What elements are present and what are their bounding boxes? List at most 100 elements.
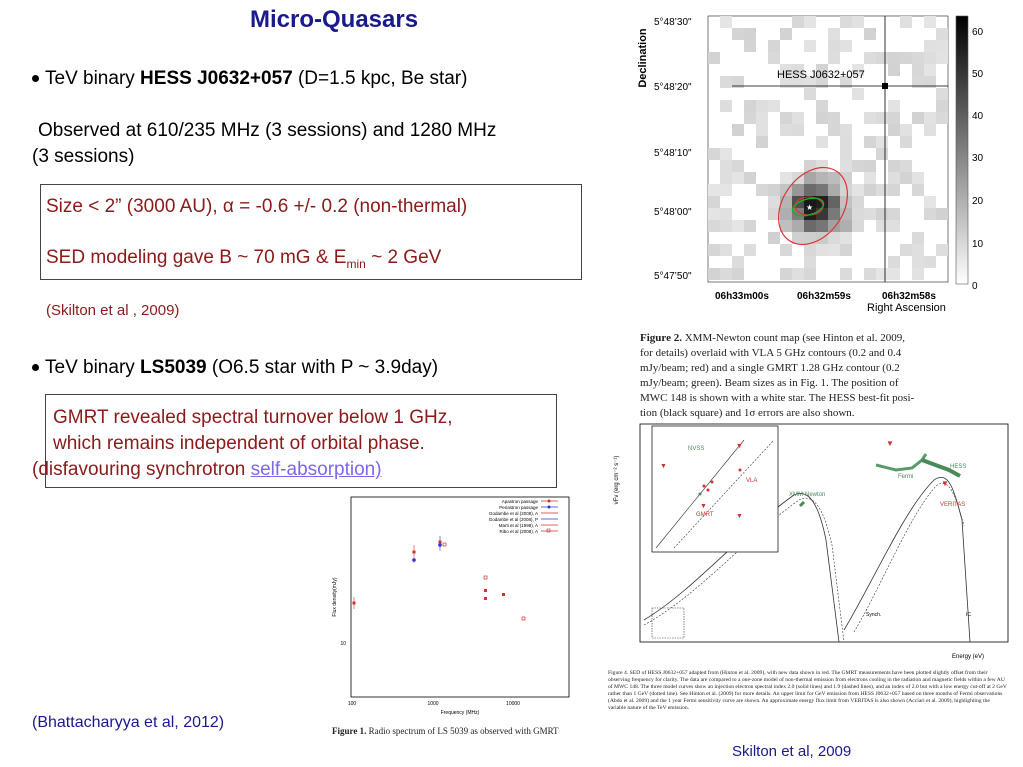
count-pixel bbox=[936, 100, 948, 112]
plot-frame bbox=[350, 496, 570, 698]
count-pixel bbox=[864, 184, 876, 196]
count-pixel bbox=[708, 244, 720, 256]
ra-tick: 06h32m59s bbox=[797, 291, 851, 302]
fermi-sensitivity bbox=[875, 453, 928, 472]
count-pixel bbox=[888, 268, 900, 280]
count-pixel bbox=[768, 208, 780, 220]
count-pixel bbox=[720, 208, 732, 220]
count-pixel bbox=[840, 76, 852, 88]
count-pixel bbox=[792, 64, 804, 76]
count-pixel bbox=[900, 172, 912, 184]
synch-model-curve bbox=[643, 493, 840, 643]
colorbar bbox=[955, 15, 969, 285]
count-pixel bbox=[876, 136, 888, 148]
ls5039-box-line1: GMRT revealed spectral turnover below 1 … bbox=[53, 407, 453, 428]
sed-label-veritas: VERITAS bbox=[940, 502, 965, 508]
upper-limit-icon: ▼ bbox=[736, 443, 743, 450]
count-pixel bbox=[888, 52, 900, 64]
count-pixel bbox=[864, 52, 876, 64]
count-pixel bbox=[768, 100, 780, 112]
count-pixel bbox=[840, 160, 852, 172]
count-pixel bbox=[804, 184, 816, 196]
data-point bbox=[352, 597, 356, 609]
x-tick-label: 100 bbox=[348, 701, 357, 707]
count-pixel bbox=[936, 28, 948, 40]
count-pixel bbox=[828, 124, 840, 136]
y-tick-label: 10 bbox=[340, 641, 346, 647]
data-point bbox=[502, 593, 505, 596]
sed-plot: νFν (erg cm⁻² s⁻¹) Energy (eV) ▼ ▼ XMM-N… bbox=[614, 423, 1009, 660]
count-pixel bbox=[888, 100, 900, 112]
inset-label-gmrt: GMRT bbox=[696, 512, 714, 518]
count-pixel bbox=[744, 40, 756, 52]
count-pixel bbox=[816, 220, 828, 232]
count-pixel bbox=[792, 16, 804, 28]
count-pixel bbox=[840, 196, 852, 208]
count-pixel bbox=[792, 268, 804, 280]
count-pixel bbox=[840, 136, 852, 148]
count-pixel bbox=[924, 52, 936, 64]
dec-tick: 5°48’00" bbox=[654, 207, 692, 218]
count-pixel bbox=[816, 136, 828, 148]
colorbar-tick: 0 bbox=[972, 281, 978, 292]
count-pixel bbox=[888, 64, 900, 76]
colorbar-tick: 60 bbox=[972, 27, 984, 38]
count-pixel bbox=[720, 220, 732, 232]
count-pixel bbox=[888, 172, 900, 184]
count-pixels bbox=[708, 16, 948, 280]
legend-entry: Apastron passage bbox=[502, 499, 539, 504]
count-pixel bbox=[828, 232, 840, 244]
count-pixel bbox=[744, 100, 756, 112]
upper-limit-icon: ▼ bbox=[700, 503, 707, 510]
x-tick-label: 1000 bbox=[427, 701, 438, 707]
hess-count-map-figure: ★ HESS J0632+057 Declination 5°48’30" 5°… bbox=[612, 8, 1020, 320]
map-x-axis-label: Right Ascension bbox=[867, 302, 946, 314]
count-pixel bbox=[912, 184, 924, 196]
self-absorption-link[interactable]: self-absorption) bbox=[250, 459, 382, 480]
count-pixel bbox=[780, 124, 792, 136]
count-pixel bbox=[780, 244, 792, 256]
count-pixel bbox=[888, 220, 900, 232]
sed-x-axis-label: Energy (eV) bbox=[952, 654, 984, 660]
hess-observed-line2: (3 sessions) bbox=[32, 146, 135, 167]
count-pixel bbox=[840, 268, 852, 280]
sed-label-ic: IC bbox=[966, 612, 971, 618]
ic-model-curve bbox=[843, 477, 971, 643]
count-pixel bbox=[792, 208, 804, 220]
count-pixel bbox=[744, 172, 756, 184]
count-pixel bbox=[900, 160, 912, 172]
count-pixel bbox=[732, 28, 744, 40]
dec-tick: 5°48’30" bbox=[654, 17, 692, 28]
count-pixel bbox=[816, 100, 828, 112]
count-pixel bbox=[852, 88, 864, 100]
sed-label-synch: Synch. bbox=[866, 612, 881, 618]
count-pixel bbox=[768, 184, 780, 196]
count-pixel bbox=[768, 52, 780, 64]
count-map-caption: Figure 2. XMM-Newton count map (see Hint… bbox=[640, 332, 915, 419]
count-pixel bbox=[864, 112, 876, 124]
colorbar-tick: 50 bbox=[972, 69, 984, 80]
count-pixel bbox=[804, 16, 816, 28]
count-pixel bbox=[744, 28, 756, 40]
count-pixel bbox=[792, 112, 804, 124]
count-pixel bbox=[876, 52, 888, 64]
count-pixel bbox=[804, 232, 816, 244]
colorbar-tick: 40 bbox=[972, 111, 984, 122]
ra-tick: 06h33m00s bbox=[715, 291, 769, 302]
count-pixel bbox=[888, 256, 900, 268]
count-pixel bbox=[828, 184, 840, 196]
count-pixel bbox=[780, 172, 792, 184]
count-pixel bbox=[876, 148, 888, 160]
count-pixel bbox=[924, 256, 936, 268]
count-pixel bbox=[792, 124, 804, 136]
data-point bbox=[484, 597, 487, 600]
dec-tick: 5°48’10" bbox=[654, 148, 692, 159]
count-pixel bbox=[768, 196, 780, 208]
ls5039-box-line2: which remains independent of orbital pha… bbox=[53, 433, 425, 454]
count-pixel bbox=[840, 40, 852, 52]
count-pixel bbox=[708, 268, 720, 280]
count-pixel bbox=[744, 220, 756, 232]
count-pixel bbox=[828, 52, 840, 64]
count-pixel bbox=[780, 28, 792, 40]
mwc148-star-icon: ★ bbox=[806, 203, 813, 212]
